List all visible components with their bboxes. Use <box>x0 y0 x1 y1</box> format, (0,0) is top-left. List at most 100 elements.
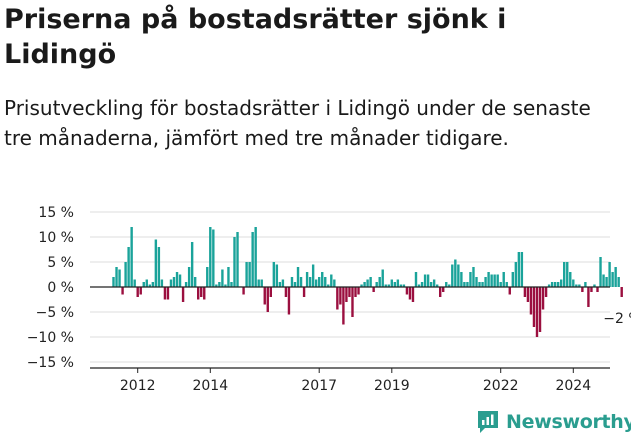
bar <box>575 284 578 287</box>
bar <box>175 272 179 287</box>
bar <box>481 282 484 287</box>
bar <box>181 287 185 302</box>
bar <box>145 279 148 287</box>
gridlines <box>90 211 610 363</box>
bar <box>414 272 418 287</box>
bar <box>384 284 387 287</box>
bar <box>166 287 170 300</box>
bar <box>245 262 248 287</box>
bar <box>445 282 448 287</box>
bar <box>439 287 442 297</box>
bar <box>372 287 375 292</box>
bar <box>160 279 164 287</box>
bar <box>218 282 221 287</box>
bar <box>133 279 136 287</box>
bar <box>184 282 188 287</box>
bar <box>284 287 288 297</box>
bar <box>578 284 581 287</box>
bar <box>363 282 366 287</box>
y-tick-label: 15 % <box>38 205 74 221</box>
bar <box>254 227 257 287</box>
bar <box>475 277 478 287</box>
bar <box>411 287 415 302</box>
bar <box>484 277 487 287</box>
bar <box>348 287 351 297</box>
bar <box>463 282 466 287</box>
bar <box>130 227 133 287</box>
bar <box>432 279 436 287</box>
bar <box>517 252 521 287</box>
bar <box>532 287 536 327</box>
bar <box>287 287 291 315</box>
bar <box>321 272 324 287</box>
bar <box>544 287 548 297</box>
bar <box>157 247 161 287</box>
bar <box>187 267 191 287</box>
bar <box>257 279 260 287</box>
bar <box>339 287 342 305</box>
bar <box>429 282 433 287</box>
bar <box>212 229 215 287</box>
bar <box>342 287 345 325</box>
bar <box>215 284 218 287</box>
bars <box>112 227 623 337</box>
brand-name: Newsworthy <box>506 411 631 433</box>
bar <box>496 274 499 287</box>
newsworthy-logo-icon <box>478 411 498 433</box>
bar <box>593 284 596 287</box>
bar <box>230 282 233 287</box>
bar <box>366 279 369 287</box>
bar <box>469 272 472 287</box>
bar <box>357 287 360 295</box>
bar <box>520 252 524 287</box>
bar <box>602 274 605 287</box>
bar <box>224 284 227 287</box>
bar <box>190 242 194 287</box>
chart-title: Priserna på bostadsrätter sjönk i Liding… <box>4 4 507 70</box>
x-tick-label: 2024 <box>555 378 591 394</box>
bar <box>281 279 285 287</box>
bar <box>272 262 276 287</box>
bar <box>360 284 363 287</box>
y-tick-label: −10 % <box>27 330 74 346</box>
bar <box>330 274 333 287</box>
bar <box>266 287 269 312</box>
bar <box>151 282 155 287</box>
bar <box>311 264 315 287</box>
bar <box>523 287 527 297</box>
bar <box>314 279 318 287</box>
bar <box>505 282 508 287</box>
bar <box>236 232 239 287</box>
bar <box>203 287 206 300</box>
bar <box>200 287 203 297</box>
bar <box>293 282 297 287</box>
bar <box>454 259 457 287</box>
bar <box>233 237 236 287</box>
bar <box>426 274 430 287</box>
bar <box>435 284 439 287</box>
bar <box>581 287 584 292</box>
bar <box>408 287 412 300</box>
bar <box>556 282 560 287</box>
bar <box>478 282 481 287</box>
bar <box>402 284 406 287</box>
bar <box>502 272 505 287</box>
bar <box>608 262 611 287</box>
bar <box>269 287 272 297</box>
bar <box>563 262 566 287</box>
bar <box>399 284 403 287</box>
bar <box>327 284 330 287</box>
bar <box>457 264 460 287</box>
y-tick-label: −15 % <box>27 355 74 371</box>
bar <box>378 277 381 287</box>
bar <box>260 279 263 287</box>
bar <box>193 277 197 287</box>
bar <box>550 282 554 287</box>
bar <box>442 287 445 292</box>
bar <box>369 277 372 287</box>
bar <box>587 287 590 307</box>
bar <box>178 274 182 287</box>
bar <box>299 277 303 287</box>
bar <box>448 284 451 287</box>
